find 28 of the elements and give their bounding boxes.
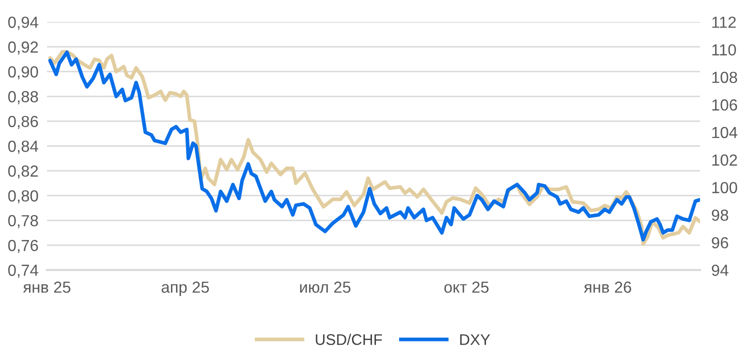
legend-label: USD/CHF	[316, 334, 382, 345]
y2-tick-label: 94	[712, 264, 728, 276]
y-tick-label: 0,82	[8, 165, 38, 179]
legend-label: DXY	[460, 334, 490, 345]
y2-tick-label: 104	[712, 126, 738, 138]
y2-tick-label: 96	[712, 237, 728, 248]
y-tick-label: 0,88	[8, 91, 38, 104]
x-tick-label: окт 25	[444, 282, 489, 293]
x-tick-label: янв 26	[584, 282, 632, 293]
y2-tick-label: 110	[712, 44, 736, 56]
y2-tick-label: 106	[712, 99, 738, 111]
y-tick-label: 0,78	[8, 215, 38, 228]
y2-tick-label: 112	[712, 16, 736, 28]
y-tick-label: 0,92	[8, 41, 38, 55]
y-tick-label: 0,74	[8, 264, 38, 278]
y-tick-label: 0,84	[8, 140, 38, 154]
y-tick-label: 0,86	[8, 116, 38, 130]
x-tick-label: янв 25	[23, 282, 70, 293]
y-tick-label: 0,90	[8, 66, 38, 80]
y-tick-label: 0,76	[8, 240, 38, 254]
y2-tick-label: 98	[712, 210, 728, 221]
y2-tick-label: 100	[712, 182, 738, 194]
x-tick-label: июл 25	[300, 282, 350, 293]
y2-tick-label: 108	[712, 72, 738, 84]
y-tick-label: 0,80	[8, 190, 38, 204]
x-tick-label: апр 25	[162, 282, 209, 296]
y2-tick-label: 102	[712, 154, 737, 166]
y-tick-label: 0,94	[8, 16, 38, 30]
